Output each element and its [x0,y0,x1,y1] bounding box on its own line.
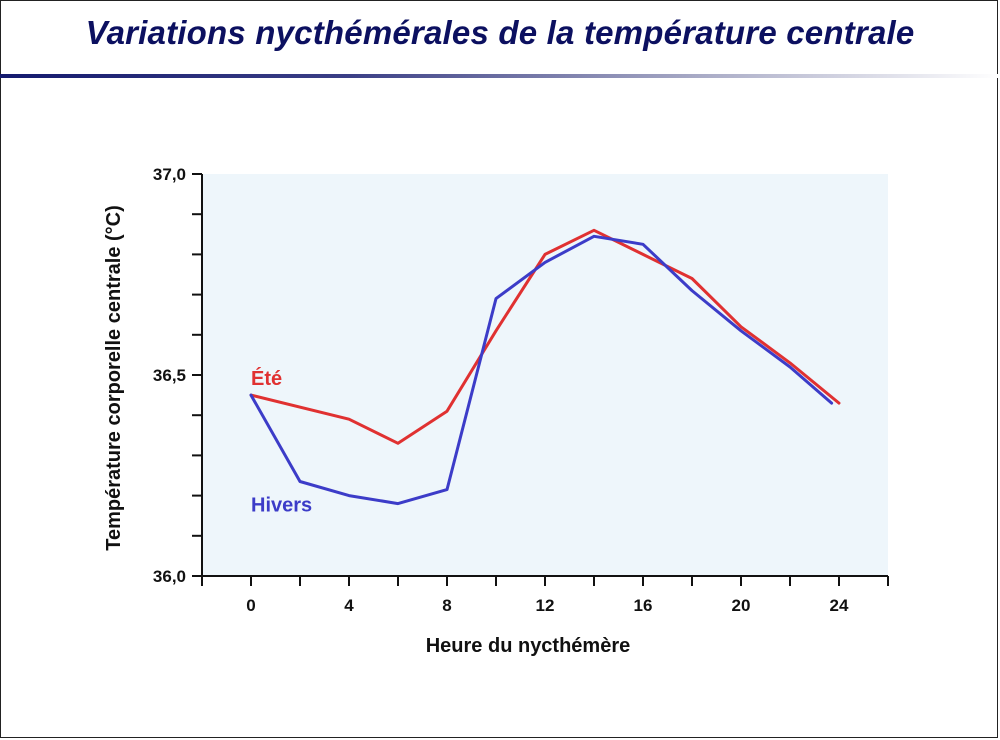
y-tick-label: 36,5 [153,366,186,385]
x-tick-label: 0 [246,596,255,615]
y-tick-label: 37,0 [153,165,186,184]
x-tick-label: 20 [732,596,751,615]
x-tick-label: 24 [830,596,849,615]
x-tick-label: 8 [442,596,451,615]
x-tick-label: 4 [344,596,354,615]
series-line-hivers [249,234,834,506]
y-tick-label: 36,0 [153,567,186,586]
x-tick-label: 12 [536,596,555,615]
series-label-hivers: Hivers [251,495,312,517]
y-axis-title: Température corporelle centrale (°C) [103,205,125,551]
plot-area [202,174,888,576]
title-rule [0,74,1000,78]
series-line-ete [249,228,841,445]
slide-title: Variations nycthémérales de la températu… [85,14,915,51]
x-tick-label: 16 [634,596,653,615]
series-label-ete: Été [251,367,282,390]
x-axis-title: Heure du nycthémère [426,635,631,657]
